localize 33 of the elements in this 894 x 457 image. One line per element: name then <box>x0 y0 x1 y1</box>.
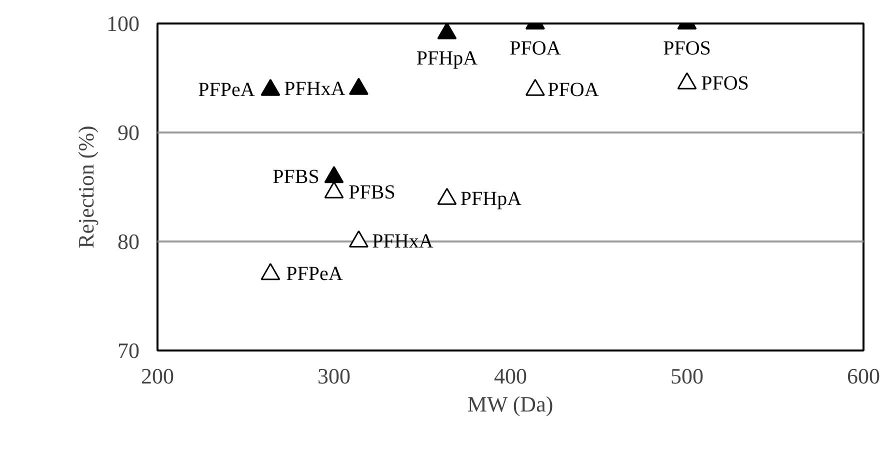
data-label: PFOA <box>510 38 562 60</box>
data-label: PFOA <box>548 78 600 101</box>
y-tick-label: 70 <box>118 338 140 363</box>
point <box>260 263 280 280</box>
data-label: PFBS <box>272 166 320 188</box>
y-tick-label: 90 <box>118 120 140 145</box>
point <box>525 78 545 96</box>
data-label: PFHpA <box>460 188 522 210</box>
data-label: PFOS <box>663 38 711 60</box>
x-tick-label: 500 <box>670 364 704 388</box>
point <box>324 181 344 198</box>
x-tick-label: 200 <box>141 364 174 388</box>
point <box>677 72 697 90</box>
data-label: PFOS <box>701 72 749 94</box>
data-label: PFHxA <box>372 230 434 252</box>
y-tick-label: 100 <box>106 11 140 36</box>
data-label: PFBS <box>348 181 396 204</box>
point <box>348 230 368 248</box>
x-axis-title: MW (Da) <box>467 392 554 416</box>
y-axis-title: Rejection (%) <box>74 126 98 248</box>
x-tick-label: 400 <box>494 364 527 388</box>
point <box>324 166 344 184</box>
point <box>437 24 457 40</box>
data-label: PFHpA <box>416 47 478 70</box>
y-tick-label: 80 <box>118 229 140 254</box>
x-tick-label: 600 <box>847 364 880 388</box>
point <box>348 78 368 95</box>
data-label: PFPeA <box>286 263 344 286</box>
point <box>437 188 457 205</box>
data-label: PFPeA <box>198 78 256 101</box>
point <box>260 78 280 96</box>
x-tick-label: 300 <box>318 364 350 388</box>
data-label: PFHxA <box>284 78 346 100</box>
